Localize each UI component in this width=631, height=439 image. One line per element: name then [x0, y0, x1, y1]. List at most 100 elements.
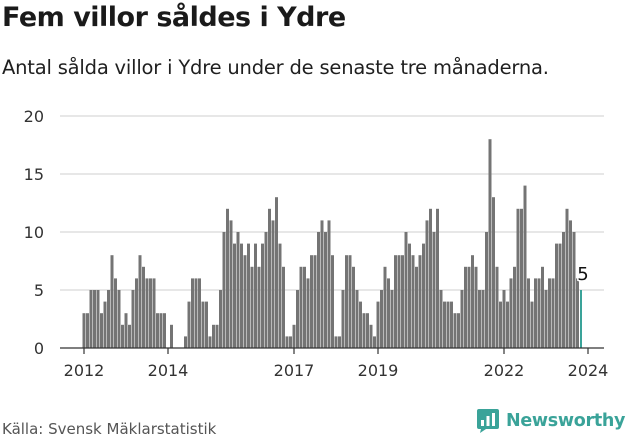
bar: [128, 324, 131, 348]
bar: [418, 255, 422, 348]
bar: [96, 290, 100, 348]
bar: [121, 324, 124, 348]
y-tick-label: 20: [24, 107, 44, 126]
bar: [285, 336, 289, 348]
y-tick-label: 5: [34, 281, 44, 300]
bar: [355, 290, 359, 348]
bar: [93, 290, 96, 348]
bar: [569, 220, 572, 348]
bar: [415, 266, 418, 348]
bar: [443, 301, 446, 348]
bar: [509, 278, 513, 348]
bar: [198, 278, 201, 348]
source-note: Källa: Svensk Mäklarstatistik: [2, 420, 217, 438]
bar: [275, 197, 278, 348]
bar: [488, 139, 492, 348]
x-tick-label: 2017: [274, 361, 315, 380]
bar: [187, 301, 191, 348]
bar: [100, 313, 103, 348]
chart-subtitle: Antal sålda villor i Ydre under de senas…: [2, 56, 549, 79]
bar: [495, 266, 499, 348]
bar: [359, 301, 362, 348]
bar: [401, 255, 404, 348]
bar: [481, 290, 485, 348]
bar: [397, 255, 401, 348]
bar: [149, 278, 152, 348]
bar: [317, 232, 320, 348]
bar: [124, 313, 128, 348]
bar: [544, 290, 548, 348]
bar: [299, 266, 303, 348]
bar: [219, 290, 222, 348]
bar: [194, 278, 198, 348]
chart-title: Fem villor såldes i Ydre: [2, 2, 346, 33]
bar: [471, 255, 474, 348]
bar: [282, 266, 285, 348]
bar: [460, 290, 464, 348]
bar: [404, 232, 408, 348]
bar: [345, 255, 348, 348]
bar: [138, 255, 142, 348]
bar: [331, 255, 334, 348]
bar: [352, 266, 355, 348]
bar: [208, 336, 212, 348]
highlight-value-label: 5: [577, 264, 588, 285]
bar: [537, 278, 541, 348]
x-tick-label: 2012: [64, 361, 105, 380]
bar: [562, 232, 565, 348]
bar: [551, 278, 555, 348]
bar: [341, 290, 345, 348]
bar: [215, 324, 219, 348]
bar: [156, 313, 159, 348]
bar: [408, 243, 411, 348]
bar: [334, 336, 338, 348]
bar: [264, 232, 268, 348]
x-tick-label: 2022: [484, 361, 525, 380]
bar: [170, 324, 173, 348]
bar: [492, 197, 495, 348]
bar: [271, 220, 275, 348]
bar: [86, 313, 89, 348]
bar: [226, 208, 229, 348]
bar: [233, 243, 236, 348]
x-tick-label: 2019: [358, 361, 399, 380]
bar: [576, 278, 579, 348]
bar: [502, 290, 506, 348]
bar: [103, 301, 107, 348]
bar: [436, 208, 439, 348]
bar: [110, 255, 114, 348]
bar: [446, 301, 450, 348]
bar: [240, 243, 243, 348]
bar: [534, 278, 537, 348]
bar: [348, 255, 352, 348]
bar: [338, 336, 341, 348]
y-tick-label: 15: [24, 165, 44, 184]
bar: [467, 266, 471, 348]
bar: [485, 232, 488, 348]
bar: [278, 243, 282, 348]
bar: [387, 278, 390, 348]
bar: [152, 278, 156, 348]
bar: [229, 220, 233, 348]
bar: [530, 301, 534, 348]
bar: [520, 208, 523, 348]
bar: [114, 278, 117, 348]
x-tick-label: 2024: [568, 361, 609, 380]
bar: [306, 278, 310, 348]
y-tick-label: 10: [24, 223, 44, 242]
bar: [565, 208, 569, 348]
bar: [250, 266, 254, 348]
bar: [464, 266, 467, 348]
bar: [107, 290, 110, 348]
bar: [516, 208, 520, 348]
bar: [324, 232, 327, 348]
bar: [313, 255, 317, 348]
bar: [555, 243, 558, 348]
bar: [89, 290, 93, 348]
bar: [366, 313, 369, 348]
bar: [261, 243, 264, 348]
bar: [390, 290, 394, 348]
bar: [201, 301, 205, 348]
bar: [296, 290, 299, 348]
bar: [457, 313, 460, 348]
